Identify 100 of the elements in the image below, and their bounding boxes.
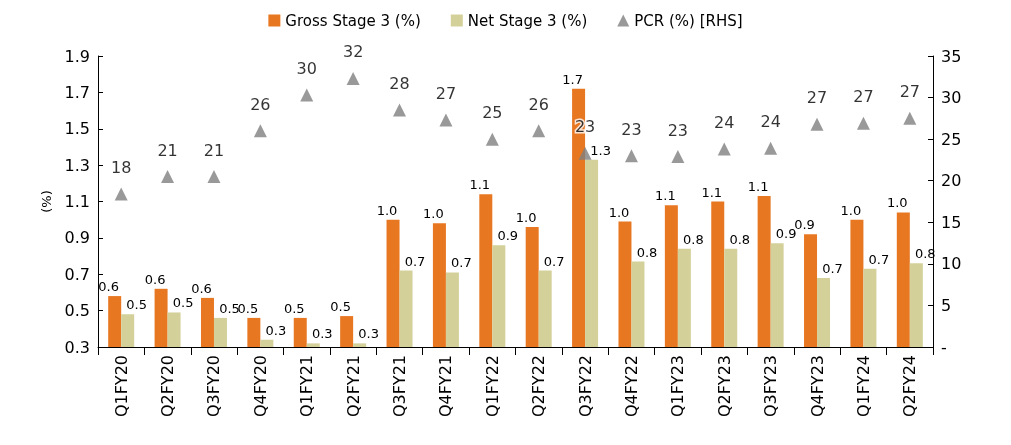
y2-tick-label: 30 (941, 88, 962, 108)
data-label: 32 (342, 42, 364, 62)
point (810, 117, 824, 131)
data-label: 1.0 (886, 195, 908, 211)
point (532, 124, 546, 138)
x-tick-label: Q4FY22 (621, 355, 641, 418)
point (439, 113, 453, 127)
data-label: 30 (296, 59, 317, 79)
data-label: 23 (667, 120, 689, 140)
point (671, 150, 685, 164)
y-tick-label: 1.5 (64, 119, 90, 139)
x-tick-label: Q4FY23 (807, 355, 827, 418)
y-tick-label: 0.9 (64, 228, 90, 248)
data-label: 18 (111, 158, 132, 178)
x-tick-label: Q2FY20 (158, 355, 178, 418)
data-label: 21 (203, 140, 225, 160)
data-label: 0.6 (144, 271, 166, 287)
x-tick-label: Q3FY20 (204, 355, 224, 418)
data-label: 0.5 (219, 300, 240, 316)
y-tick-label: 0.7 (64, 264, 90, 284)
data-label: 0.6 (191, 280, 212, 296)
legend-label: Net Stage 3 (%) (467, 11, 588, 30)
data-label: 0.5 (330, 299, 351, 315)
y-tick-label: 1.1 (64, 192, 90, 211)
data-label: 26 (250, 94, 271, 114)
data-label: 0.5 (172, 295, 194, 311)
data-label: 0.7 (822, 260, 843, 276)
x-tick-label: Q2FY22 (529, 355, 549, 418)
data-label: 1.0 (515, 209, 537, 225)
data-label: 1.7 (562, 71, 583, 87)
data-label: 26 (528, 94, 549, 114)
y-tick-label: 1.3 (64, 155, 90, 175)
data-label: 27 (899, 82, 920, 102)
point (624, 149, 638, 163)
point (346, 71, 360, 85)
y2-tick-label: 5 (941, 295, 952, 315)
data-label: 28 (389, 74, 410, 94)
data-label: 0.3 (265, 322, 287, 338)
point (300, 88, 314, 102)
legend-label: Gross Stage 3 (%) (285, 11, 421, 30)
data-label: 23 (621, 119, 642, 139)
y-tick-label: 0.5 (64, 301, 90, 321)
data-label: 0.7 (451, 255, 472, 271)
y2-tick-label: 10 (941, 254, 962, 274)
x-tick-label: Q1FY23 (668, 355, 688, 418)
data-label: 1.0 (608, 204, 630, 220)
x-tick-label: Q4FY21 (436, 355, 456, 418)
point (393, 103, 407, 117)
point (764, 141, 778, 155)
y2-tick-label: 20 (941, 171, 962, 191)
y-tick-label: 1.9 (64, 46, 90, 66)
x-tick-label: Q2FY24 (900, 355, 920, 418)
data-label: 1.0 (840, 202, 862, 218)
data-label: 0.7 (404, 253, 426, 269)
data-label: 0.3 (311, 326, 333, 342)
x-tick-label: Q1FY24 (853, 355, 873, 418)
y2-tick-label: - (941, 337, 947, 357)
x-tick-label: Q1FY22 (482, 355, 502, 418)
x-tick-label: Q3FY21 (390, 355, 410, 418)
data-label: 0.8 (683, 231, 704, 247)
data-label: 1.0 (376, 202, 398, 218)
y2-tick-label: 25 (941, 129, 962, 149)
y-axis-title: (%) (39, 190, 54, 213)
x-tick-label: Q2FY23 (714, 355, 734, 418)
data-label: 1.0 (423, 206, 444, 222)
x-tick-label: Q2FY21 (343, 355, 363, 418)
data-label: 0.6 (98, 279, 120, 295)
data-label: 0.8 (636, 244, 658, 260)
data-label: 1.1 (469, 177, 491, 193)
y2-tick-label: 35 (941, 46, 962, 66)
data-label: 0.5 (237, 300, 259, 316)
point (485, 132, 499, 146)
data-label: 0.5 (283, 300, 305, 316)
data-label: 0.7 (868, 251, 890, 267)
data-label: 1.3 (590, 142, 611, 158)
point (578, 146, 592, 160)
data-label: 27 (853, 87, 874, 107)
point (903, 111, 917, 125)
data-label: 0.3 (358, 326, 379, 342)
point (253, 124, 267, 138)
data-label: 27 (806, 88, 828, 108)
x-tick-label: Q1FY20 (111, 355, 131, 418)
data-label: 24 (760, 112, 781, 132)
point (207, 170, 221, 184)
data-label: 0.7 (543, 253, 565, 269)
x-tick-label: Q3FY23 (761, 355, 781, 418)
point (717, 142, 731, 156)
point (114, 187, 128, 201)
x-tick-label: Q1FY21 (297, 355, 317, 418)
y-tick-label: 1.7 (64, 82, 90, 102)
data-label: 25 (482, 103, 503, 123)
x-tick-label: Q4FY20 (250, 355, 270, 418)
data-label: 27 (435, 84, 457, 104)
data-label: 0.9 (497, 228, 519, 244)
x-tick-label: Q3FY22 (575, 355, 595, 418)
y2-tick-label: 15 (941, 212, 962, 232)
data-label: 24 (714, 113, 735, 133)
point (856, 116, 870, 130)
point (161, 170, 175, 184)
data-label: 0.8 (729, 231, 751, 247)
